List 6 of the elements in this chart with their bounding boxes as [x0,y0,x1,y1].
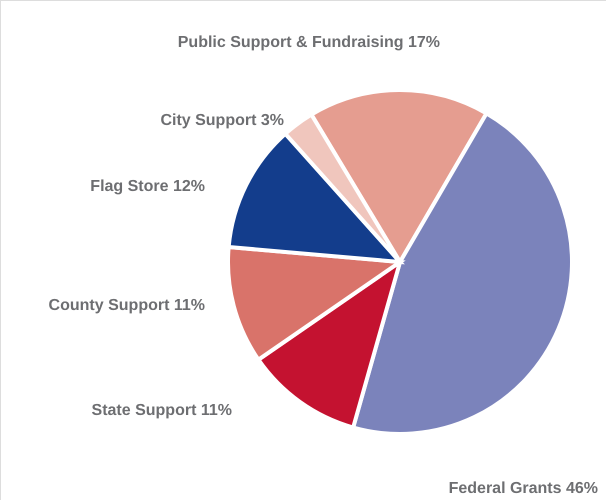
slice-label: Federal Grants 46% [448,480,598,497]
slice-label: County Support 11% [48,297,205,314]
slice-label: Public Support & Fundraising 17% [178,34,440,51]
slice-label: State Support 11% [92,402,232,419]
slice-label: City Support 3% [160,112,284,129]
slice-label: Flag Store 12% [90,178,205,195]
